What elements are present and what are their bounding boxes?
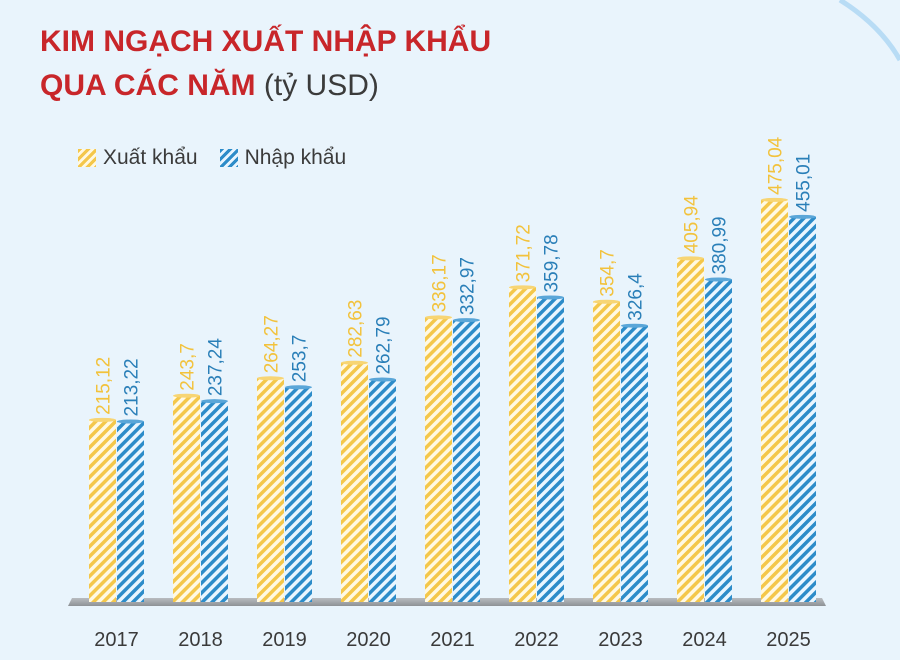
bar-cap-import-2021: [453, 318, 480, 323]
bar-cap-export-2020: [341, 360, 368, 365]
bar-cap-import-2025: [789, 214, 816, 219]
legend-label-import: Nhập khẩu: [244, 146, 347, 169]
bar-import-2025: [789, 216, 816, 602]
bar-cap-export-2024: [677, 256, 704, 261]
bar-cap-import-2020: [369, 377, 396, 382]
legend-swatch-import: [219, 149, 238, 167]
bar-cap-import-2018: [201, 399, 228, 404]
value-label-import-2025: 455,01: [794, 154, 815, 212]
x-tick-label-2024: 2024: [682, 629, 727, 651]
value-label-import-2019: 253,7: [290, 335, 311, 383]
bar-import-2022: [537, 297, 564, 602]
legend-label-export: Xuất khẩu: [103, 146, 198, 169]
bar-import-2024: [705, 279, 732, 602]
bar-export-2021: [425, 317, 452, 602]
value-label-import-2023: 326,4: [626, 273, 647, 321]
value-label-import-2024: 380,99: [710, 216, 731, 274]
value-label-import-2022: 359,78: [542, 234, 563, 292]
value-label-export-2020: 282,63: [346, 300, 367, 358]
bar-import-2019: [285, 387, 312, 602]
value-label-export-2019: 264,27: [262, 315, 283, 373]
bar-import-2023: [621, 325, 648, 602]
bar-cap-export-2023: [593, 299, 620, 304]
bar-import-2018: [201, 401, 228, 602]
legend-item-export: Xuất khẩu: [78, 146, 198, 170]
title-unit: (tỷ USD): [263, 69, 379, 102]
value-label-export-2017: 215,12: [94, 357, 115, 415]
bar-cap-import-2019: [285, 385, 312, 390]
x-tick-label-2025: 2025: [766, 629, 811, 651]
chart-title: KIM NGẠCH XUẤT NHẬP KHẨU QUA CÁC NĂM (tỷ…: [40, 20, 491, 108]
bar-export-2017: [89, 419, 116, 602]
bar-cap-import-2017: [117, 419, 144, 424]
value-label-export-2024: 405,94: [682, 195, 703, 254]
x-tick-label-2019: 2019: [262, 629, 307, 651]
value-label-export-2023: 354,7: [598, 249, 619, 297]
value-label-export-2025: 475,04: [766, 136, 787, 195]
value-label-export-2021: 336,17: [430, 254, 451, 312]
value-label-import-2021: 332,97: [458, 257, 479, 315]
bar-cap-export-2021: [425, 315, 452, 320]
legend-item-import: Nhập khẩu: [219, 146, 347, 170]
value-label-import-2017: 213,22: [122, 358, 143, 416]
x-tick-label-2017: 2017: [94, 629, 139, 651]
value-label-import-2018: 237,24: [206, 338, 227, 397]
bar-cap-import-2022: [537, 295, 564, 300]
title-line-2: QUA CÁC NĂM: [40, 69, 256, 102]
bar-cap-export-2017: [89, 417, 116, 422]
bar-cap-export-2019: [257, 376, 284, 381]
x-tick-label-2021: 2021: [430, 629, 475, 651]
bar-export-2025: [761, 199, 788, 602]
value-label-export-2018: 243,7: [178, 343, 199, 391]
bar-import-2020: [369, 379, 396, 602]
chart-legend: Xuất khẩu Nhập khẩu: [78, 146, 346, 170]
x-tick-label-2023: 2023: [598, 629, 643, 651]
bar-cap-import-2024: [705, 277, 732, 282]
bar-cap-export-2025: [761, 197, 788, 202]
bar-export-2024: [677, 258, 704, 602]
bar-export-2022: [509, 287, 536, 602]
bar-cap-export-2022: [509, 285, 536, 290]
title-line-1: KIM NGẠCH XUẤT NHẬP KHẨU: [40, 25, 492, 58]
legend-swatch-export: [78, 149, 96, 167]
bar-import-2021: [453, 320, 480, 602]
bars-layer: 215,12 213,22 2017 243,7 237,24 2018 264,27 253…: [89, 136, 816, 651]
bar-export-2019: [257, 378, 284, 602]
bar-import-2017: [117, 421, 144, 602]
bar-cap-import-2023: [621, 323, 648, 328]
x-tick-label-2018: 2018: [178, 629, 223, 651]
bar-export-2020: [341, 362, 368, 602]
x-tick-label-2020: 2020: [346, 629, 391, 651]
value-label-import-2020: 262,79: [374, 316, 395, 374]
bar-export-2018: [173, 395, 200, 602]
value-label-export-2022: 371,72: [514, 224, 535, 282]
bar-export-2023: [593, 301, 620, 602]
x-tick-label-2022: 2022: [514, 629, 559, 651]
bar-cap-export-2018: [173, 393, 200, 398]
